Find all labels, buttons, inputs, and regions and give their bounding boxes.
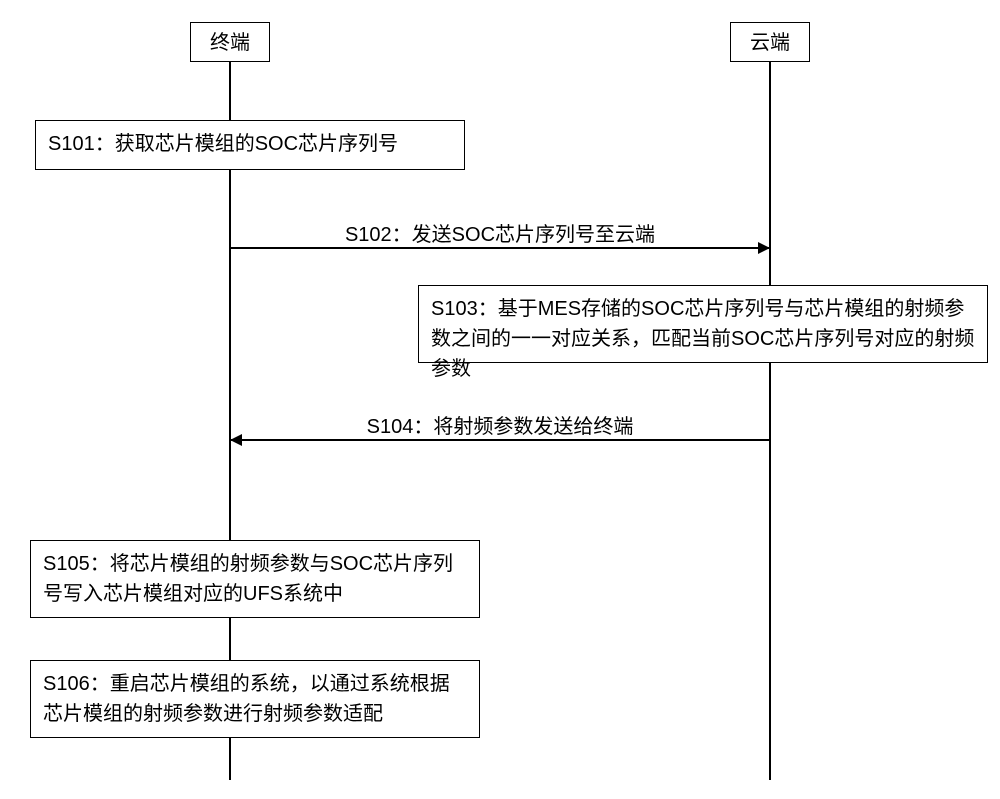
step-box-s105: S105：将芯片模组的射频参数与SOC芯片序列号写入芯片模组对应的UFS系统中 (30, 540, 480, 618)
arrow-label-s102: S102：发送SOC芯片序列号至云端 (230, 218, 770, 247)
participant-terminal: 终端 (190, 22, 270, 62)
step-box-s101: S101：获取芯片模组的SOC芯片序列号 (35, 120, 465, 170)
step-text-s105: S105：将芯片模组的射频参数与SOC芯片序列号写入芯片模组对应的UFS系统中 (43, 553, 453, 605)
step-box-s106: S106：重启芯片模组的系统，以通过系统根据芯片模组的射频参数进行射频参数适配 (30, 660, 480, 738)
step-box-s103: S103：基于MES存储的SOC芯片序列号与芯片模组的射频参数之间的一一对应关系… (418, 285, 988, 363)
participant-cloud: 云端 (730, 22, 810, 62)
arrow-line-s104 (230, 439, 770, 441)
step-text-s106: S106：重启芯片模组的系统，以通过系统根据芯片模组的射频参数进行射频参数适配 (43, 673, 450, 725)
step-text-s103: S103：基于MES存储的SOC芯片序列号与芯片模组的射频参数之间的一一对应关系… (431, 298, 974, 380)
step-text-s101: S101：获取芯片模组的SOC芯片序列号 (48, 133, 398, 155)
arrow-label-s104: S104：将射频参数发送给终端 (230, 410, 770, 439)
participant-terminal-label: 终端 (210, 32, 250, 54)
arrow-line-s102 (230, 247, 770, 249)
participant-cloud-label: 云端 (750, 32, 790, 54)
